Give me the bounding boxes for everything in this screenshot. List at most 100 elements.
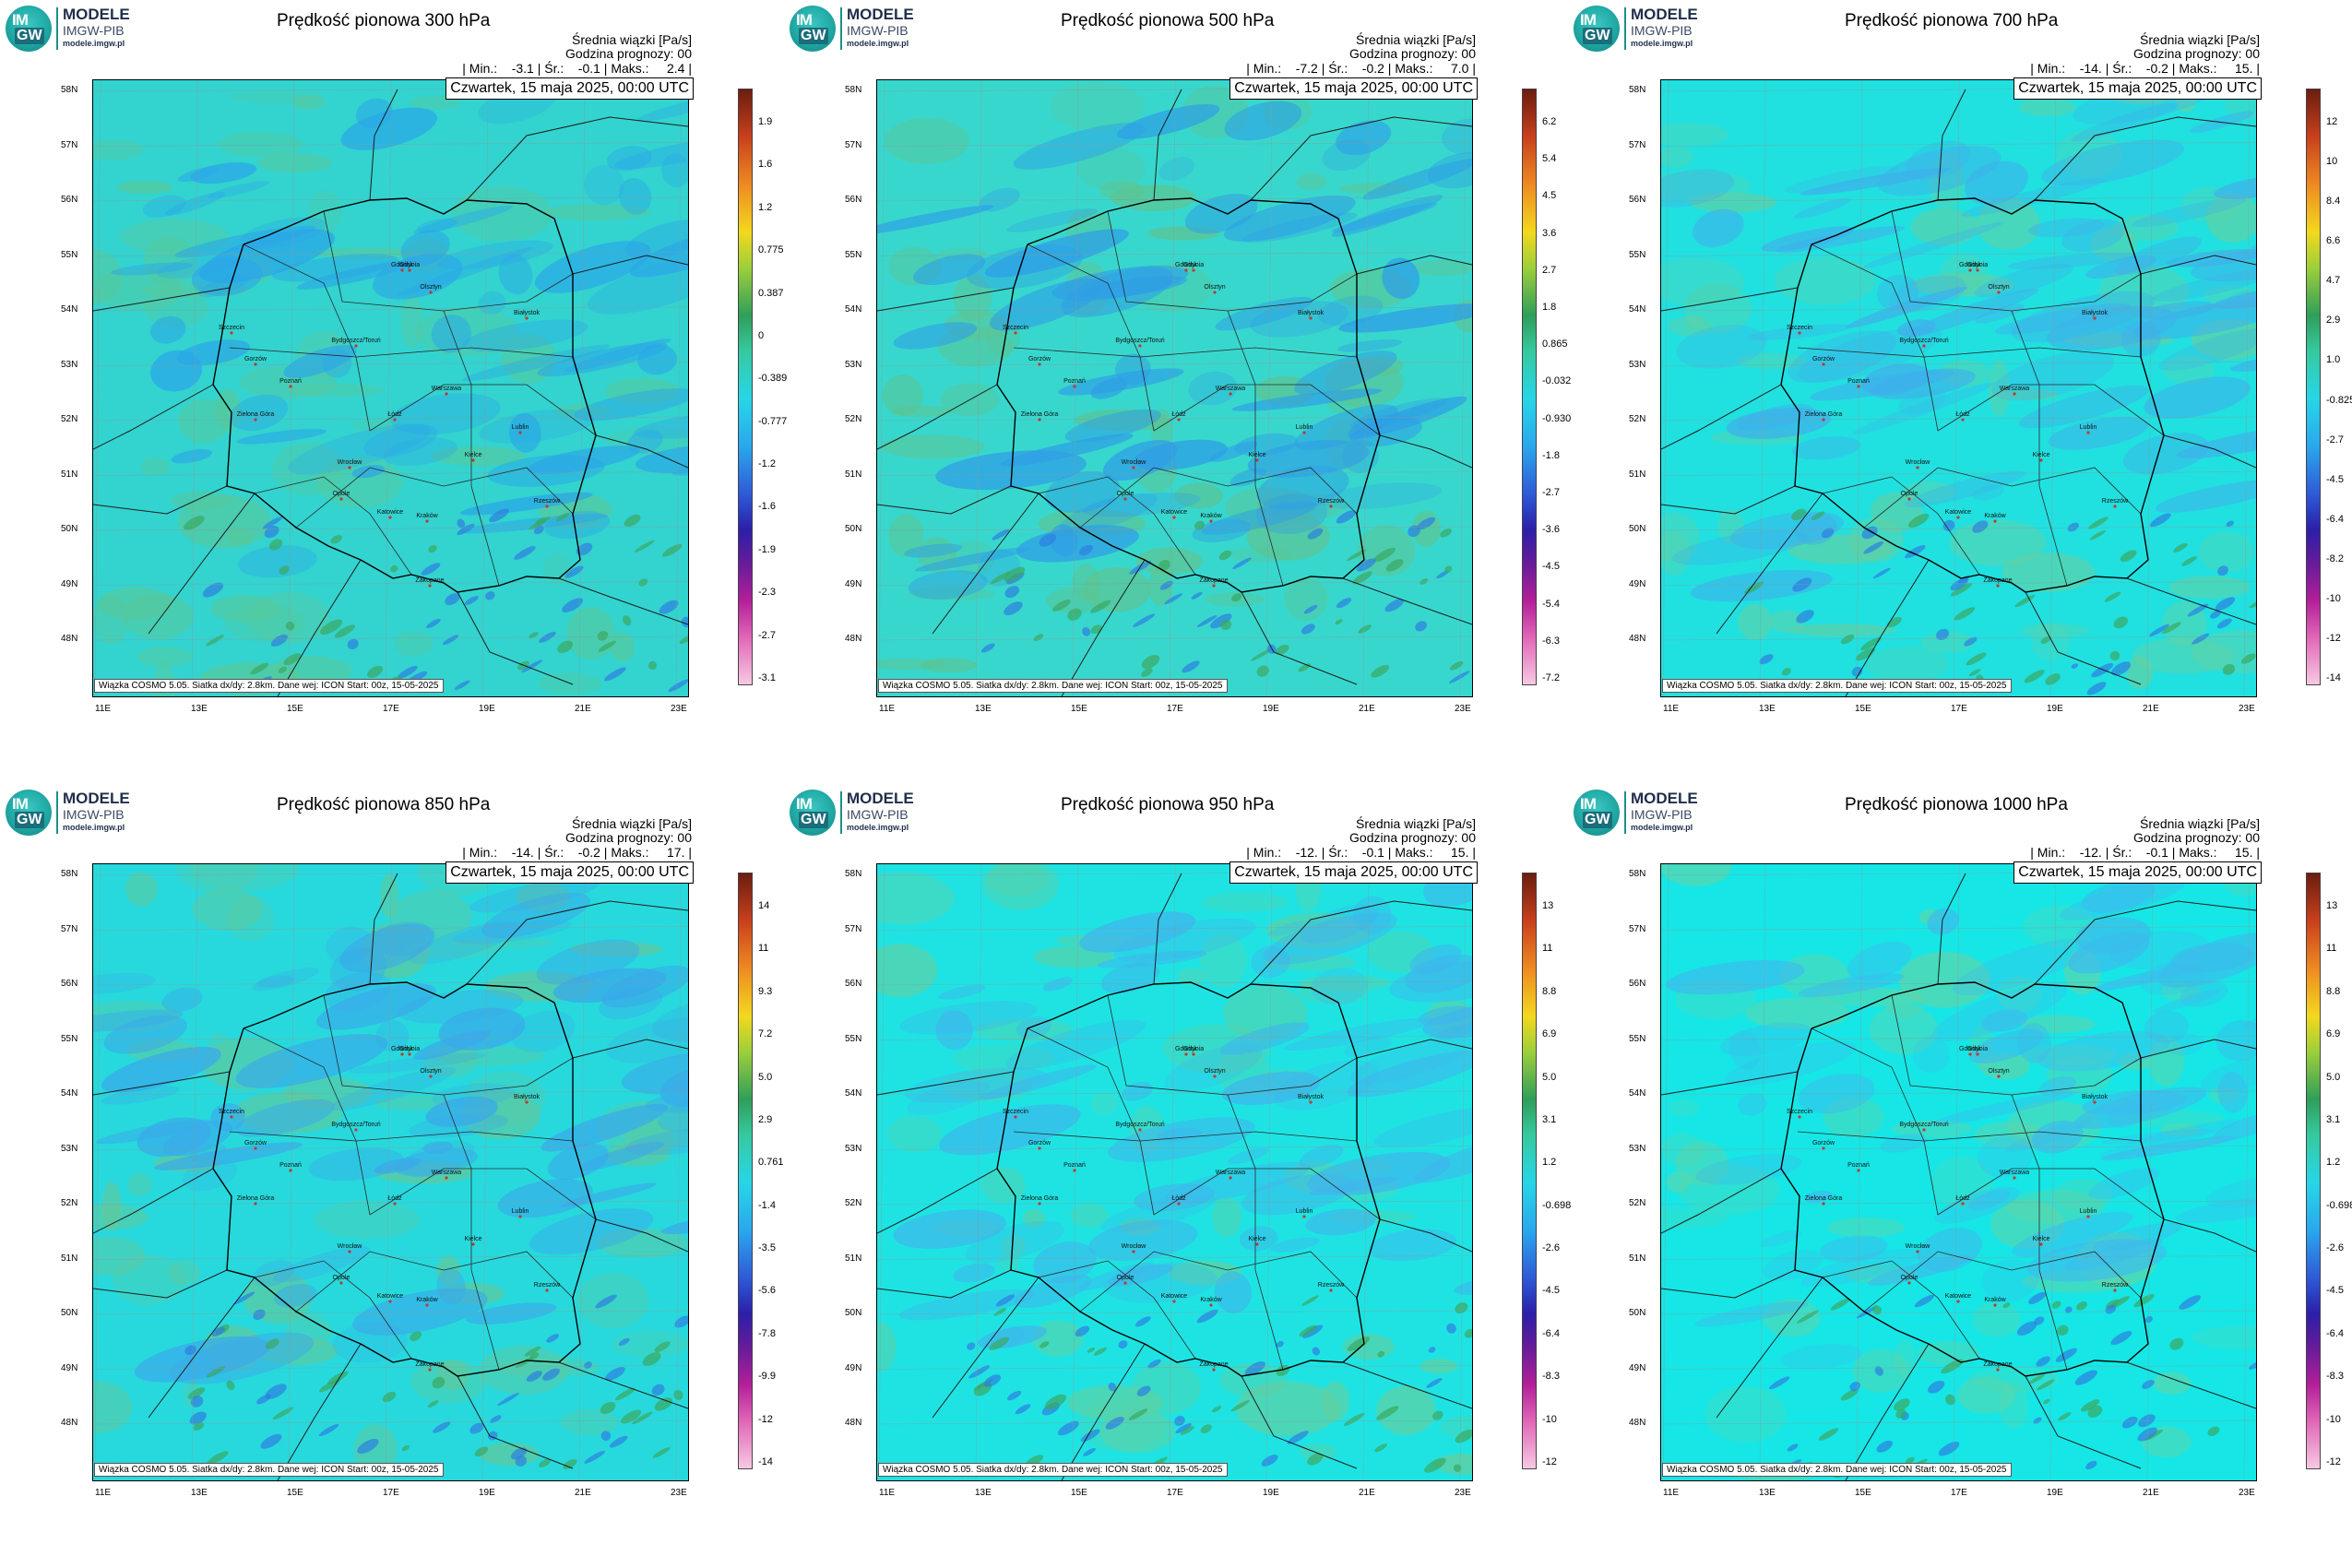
stats-line: | Min.: -12. | Śr.: -0.1 | Maks.: 15. | [2030,845,2260,860]
orographic-streak [539,1458,552,1467]
orographic-streak [1964,636,1978,647]
downdraft-patch [636,94,688,122]
country-border [572,255,688,275]
panel-info: Średnia wiązki [Pa/s] Godzina prognozy: 0… [565,33,692,61]
downdraft-patch [1270,1237,1320,1253]
colorbar-tick: 13 [2326,900,2338,911]
updraft-patch [314,1200,421,1240]
colorbar-tick: -12 [2326,1456,2341,1467]
country-border [148,493,255,635]
latitude-label: 55N [61,249,78,260]
downdraft-patch [351,465,386,479]
downdraft-patch [574,388,688,422]
latitude-line [93,1200,688,1206]
colorbar-tick: 0.865 [1542,339,1568,350]
orographic-streak [2033,1417,2042,1424]
map-area[interactable]: Gdańsk Gdynia Olsztyn Białystok Szczecin Bydg… [92,79,689,697]
orographic-streak [1352,571,1372,585]
updraft-patch [543,552,572,585]
colorbar [1522,873,1537,1469]
city-label: Bydgoszcz/Toruń [1115,338,1164,344]
city-marker [545,505,549,508]
latitude-label: 55N [61,1033,78,1044]
voivodeship-border [1937,1168,2165,1220]
map-area[interactable]: Gdańsk Gdynia Olsztyn Białystok Szczecin Bydg… [876,863,1473,1481]
updraft-patch [1230,546,1290,564]
colorbar-tick: -14 [758,1456,773,1467]
orographic-streak [1057,1420,1079,1436]
downdraft-patch [340,107,438,150]
city-marker [254,1202,257,1206]
orographic-streak [1141,655,1160,670]
longitude-label: 19E [1263,704,1279,714]
city-marker [1857,1169,1860,1172]
city-marker [393,1202,397,1206]
latitude-label: 49N [61,578,78,589]
colorbar-tick: 1.6 [758,159,773,171]
poland-border [996,981,1381,1377]
voivodeship-border [369,1168,597,1220]
latitude-label: 53N [1629,359,1646,370]
city-marker [1968,268,1972,272]
longitude-label: 15E [1855,1488,1871,1498]
updraft-patch [2018,97,2076,117]
orographic-streak [233,1291,255,1305]
city-marker [445,1176,448,1180]
city-label: Gdańsk [1959,262,1982,268]
city-marker [1916,1250,1919,1253]
latitude-line [1661,306,2256,312]
city-marker [445,392,448,396]
orographic-streak [1004,566,1026,582]
city-label: Warszawa [1216,386,1246,392]
colorbar-tick: 2.9 [2326,315,2341,327]
map-area[interactable]: Gdańsk Gdynia Olsztyn Białystok Szczecin Bydg… [92,863,689,1481]
latitude-label: 54N [61,304,78,315]
updraft-patch [1297,979,1369,1004]
orographic-streak [1855,647,1876,661]
downdraft-patch [1775,226,1906,253]
longitude-line [1169,80,1176,696]
updraft-patch [1928,152,1966,209]
updraft-patch [1866,647,1949,683]
longitude-line [1856,80,1863,696]
downdraft-patch [898,1001,1038,1035]
panel-info: Średnia wiązki [Pa/s] Godzina prognozy: 0… [1349,33,1476,61]
orographic-streak [2028,1373,2045,1384]
colorbar-tick: -8.3 [2326,1371,2344,1383]
updraft-patch [1745,997,1850,1029]
downdraft-patch [1791,436,1861,460]
updraft-patch [882,374,923,417]
latitude-label: 52N [845,414,862,424]
downdraft-patch [1902,288,2039,339]
orographic-streak [516,1356,535,1368]
downdraft-patch [111,262,194,276]
orographic-streak [1426,1378,1443,1388]
city-marker [1213,291,1217,294]
city-label: Opole [1901,491,1918,497]
city-marker [1132,466,1135,469]
colorbar-tick: -4.5 [1542,561,1560,573]
downdraft-patch [564,339,671,373]
map-area[interactable]: Gdańsk Gdynia Olsztyn Białystok Szczecin Bydg… [1660,79,2257,697]
orographic-streak [1230,1399,1250,1412]
updraft-patch [1690,192,1776,213]
map-area[interactable]: Gdańsk Gdynia Olsztyn Białystok Szczecin Bydg… [1660,863,2257,1481]
downdraft-patch [283,345,357,379]
latitude-label: 56N [61,979,78,989]
downdraft-patch [2041,139,2185,186]
logo-divider [840,7,842,50]
orographic-streak [1312,1347,1321,1356]
city-marker [230,1115,233,1119]
logo-url: modele.imgw.pl [63,39,125,48]
colorbar-tick: 9.3 [758,985,773,997]
downdraft-patch [349,1052,486,1075]
downdraft-patch [1294,404,1398,451]
logo-url: modele.imgw.pl [1631,39,1693,48]
logo-word: MODELE [1631,6,1698,23]
city-label: Gdynia [1967,262,1988,268]
map-area[interactable]: Gdańsk Gdynia Olsztyn Białystok Szczecin Bydg… [876,79,1473,697]
downdraft-patch [161,987,203,1013]
logo-divider [56,7,58,50]
orographic-streak [264,525,279,539]
